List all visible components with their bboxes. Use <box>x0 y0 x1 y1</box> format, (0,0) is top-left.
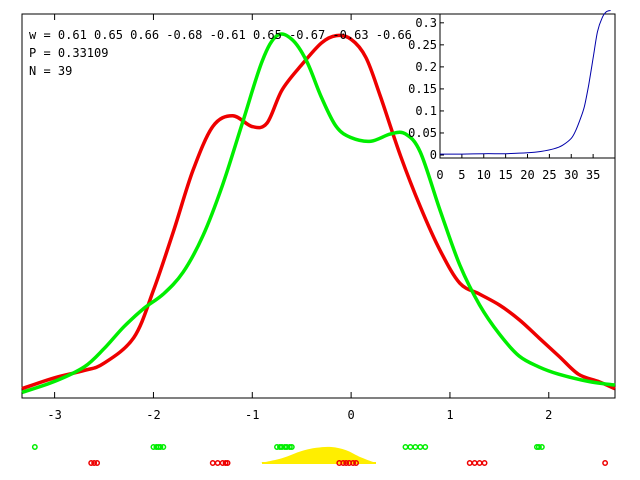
inset-axes: 0 5 10 15 20 25 30 35 0 0.05 0.1 0.15 0.2 0.25 0.3 <box>408 16 600 182</box>
rug-point-red <box>222 460 229 466</box>
green-density-curve <box>21 32 616 395</box>
rug-point-red <box>602 460 609 466</box>
x-tick-label: 0 <box>347 408 354 422</box>
rug-point-green <box>407 444 414 450</box>
inset-y-tick-label: 0.3 <box>415 16 437 30</box>
rug-point-red <box>350 460 357 466</box>
rug-point-green <box>286 444 293 450</box>
rug-point-green <box>288 444 295 450</box>
inset-y-tick-label: 0.25 <box>408 38 437 52</box>
inset-x-tick-label: 35 <box>586 168 600 182</box>
rug-point-green <box>402 444 409 450</box>
rug-point-red <box>91 460 98 466</box>
rug-marks <box>31 444 609 466</box>
x-tick-label: -2 <box>146 408 160 422</box>
x-tick-label: -1 <box>245 408 259 422</box>
rug-point-green <box>412 444 419 450</box>
rug-point-green <box>538 444 545 450</box>
inset-x-tick-label: 25 <box>542 168 556 182</box>
rug-point-green <box>535 444 542 450</box>
rug-point-red <box>476 460 483 466</box>
yellow-density-fill <box>260 446 376 463</box>
x-tick-label: 1 <box>446 408 453 422</box>
inset-x-tick-label: 30 <box>564 168 578 182</box>
x-tick-label: 2 <box>545 408 552 422</box>
inset-x-tick-label: 10 <box>477 168 491 182</box>
rug-point-red <box>343 460 350 466</box>
inset-x-tick-label: 0 <box>436 168 443 182</box>
rug-point-red <box>214 460 221 466</box>
rug-point-red <box>471 460 478 466</box>
rug-point-red <box>481 460 488 466</box>
inset-y-tick-label: 0.15 <box>408 82 437 96</box>
main-curves <box>21 32 616 464</box>
p-annotation: P = 0.33109 <box>29 46 108 60</box>
inset-y-tick-label: 0.05 <box>408 126 437 140</box>
rug-point-red <box>224 460 231 466</box>
rug-point-green <box>417 444 424 450</box>
rug-point-green <box>160 444 167 450</box>
inset-plot-frame <box>439 13 616 159</box>
rug-point-green <box>31 444 38 450</box>
inset-blue-curve <box>439 10 611 155</box>
n-annotation: N = 39 <box>29 64 72 78</box>
inset-y-tick-label: 0 <box>430 148 437 162</box>
rug-point-green <box>422 444 429 450</box>
inset-curve <box>439 10 611 155</box>
x-tick-label: -3 <box>47 408 61 422</box>
inset-x-tick-label: 5 <box>458 168 465 182</box>
inset-x-tick-label: 20 <box>520 168 534 182</box>
rug-point-red <box>353 460 360 466</box>
rug-point-green <box>157 444 164 450</box>
w-annotation: w = 0.61 0.65 0.66 -0.68 -0.61 0.65 -0.6… <box>29 28 412 42</box>
rug-point-red <box>88 460 95 466</box>
red-density-curve <box>21 33 616 391</box>
rug-point-red <box>209 460 216 466</box>
inset-y-tick-label: 0.2 <box>415 60 437 74</box>
rug-point-red <box>466 460 473 466</box>
inset-y-tick-label: 0.1 <box>415 104 437 118</box>
inset-x-tick-label: 15 <box>498 168 512 182</box>
rug-point-red <box>94 460 101 466</box>
rug-point-red <box>340 460 347 466</box>
main-x-axis: -3 -2 -1 0 1 2 <box>47 14 552 422</box>
